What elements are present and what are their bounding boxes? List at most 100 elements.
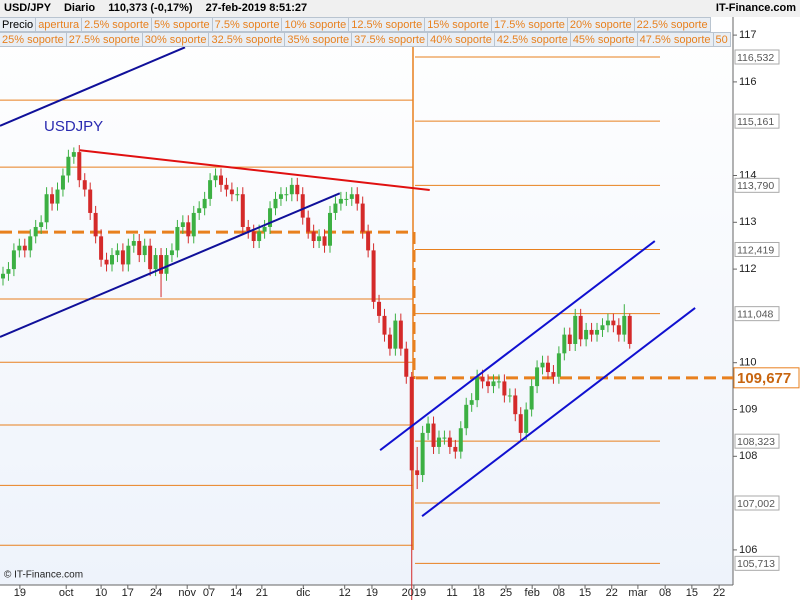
price-label: 105,713 xyxy=(737,558,775,570)
legend-item: 22.5% soporte xyxy=(634,17,711,32)
candle-body xyxy=(333,203,338,213)
candle-body xyxy=(99,236,104,260)
y-tick-label: 106 xyxy=(739,544,757,556)
candle-body xyxy=(513,395,518,415)
candle-body xyxy=(278,194,283,199)
candle-body xyxy=(491,381,496,387)
x-tick-label: oct xyxy=(59,587,74,599)
x-tick-label: 14 xyxy=(230,587,242,599)
legend-item: 35% soporte xyxy=(285,32,353,47)
legend-item: 15% soporte xyxy=(425,17,492,32)
candle-body xyxy=(496,381,501,383)
candle-body xyxy=(600,325,605,330)
candle-body xyxy=(627,315,632,344)
legend-item: 5% soporte xyxy=(152,17,213,32)
y-tick-label: 112 xyxy=(739,263,757,275)
trend-line xyxy=(0,192,341,338)
y-tick-label: 109 xyxy=(739,403,757,415)
candle-body xyxy=(338,198,343,204)
candle-body xyxy=(44,194,49,223)
candle-body xyxy=(208,180,213,199)
x-tick-label: mar xyxy=(628,587,647,599)
candle-body xyxy=(535,367,540,387)
legend-item: 37.5% soporte xyxy=(352,32,429,47)
plot-area xyxy=(0,0,733,585)
candle-body xyxy=(398,320,403,349)
candle-body xyxy=(556,353,561,377)
datetime: 27-feb-2019 8:51:27 xyxy=(205,2,308,14)
candle-body xyxy=(60,175,65,190)
x-tick-label: 17 xyxy=(122,587,134,599)
period: Diario xyxy=(63,2,96,14)
candle-body xyxy=(17,245,22,251)
candle-body xyxy=(366,231,371,251)
candle-body xyxy=(578,315,583,340)
legend-item: 40% soporte xyxy=(428,32,495,47)
y-tick-label: 116 xyxy=(739,76,757,88)
legend-item: 47.5% soporte xyxy=(637,32,714,47)
y-tick-label: 108 xyxy=(739,450,757,462)
candle-body xyxy=(224,184,229,190)
candle-body xyxy=(409,376,414,471)
candle-body xyxy=(120,250,125,265)
x-tick-label: 15 xyxy=(686,587,698,599)
candle-body xyxy=(540,362,545,368)
x-tick-label: 2019 xyxy=(402,587,426,599)
candle-body xyxy=(93,212,98,237)
candle-body xyxy=(142,245,147,256)
price-box xyxy=(734,433,780,449)
candle-body xyxy=(377,301,382,316)
plot xyxy=(0,46,733,600)
candle-body xyxy=(153,255,158,270)
footer: © IT-Finance.com xyxy=(4,570,83,581)
y-tick-label: 110 xyxy=(739,357,757,369)
x-tick-label: 22 xyxy=(713,587,725,599)
candle-body xyxy=(317,236,322,242)
candle-body xyxy=(436,437,441,447)
trend-line xyxy=(379,240,656,452)
candle-body xyxy=(213,175,218,181)
current-box xyxy=(733,367,800,389)
candle-body xyxy=(327,212,332,246)
candle-body xyxy=(551,372,556,377)
candle-body xyxy=(11,250,16,270)
header: USD/JPY Diario 110,373 (-0,17%) 27-feb-2… xyxy=(0,0,800,17)
legend-item: 27.5% soporte xyxy=(66,32,143,47)
candle-body xyxy=(349,194,354,199)
candle-body xyxy=(289,184,294,195)
x-tick-label: 19 xyxy=(14,587,26,599)
candle-body xyxy=(442,437,447,439)
candle-body xyxy=(164,255,169,274)
candle-body xyxy=(240,194,245,227)
price-box xyxy=(734,306,780,322)
legend-item: 45% soporte xyxy=(570,32,638,47)
legend-item: 30% soporte xyxy=(142,32,210,47)
trend-line xyxy=(0,46,186,127)
candle-body xyxy=(426,423,431,433)
candle-body xyxy=(0,273,5,279)
legend-item: 2.5% soporte xyxy=(82,17,152,32)
candle-body xyxy=(469,400,474,405)
legend-item: Precio xyxy=(0,17,37,32)
candle-body xyxy=(137,241,142,256)
x-tick-label: 19 xyxy=(366,587,378,599)
candle-body xyxy=(22,245,27,251)
candle-body xyxy=(486,381,491,387)
x-tick-label: 08 xyxy=(659,587,671,599)
legend-row: Precio apertura 2.5% soporte 5% soporte 7.5%… xyxy=(0,17,733,32)
candle-body xyxy=(616,325,621,335)
price-box xyxy=(734,555,780,571)
candle-body xyxy=(545,362,550,373)
price-label: 112,419 xyxy=(737,244,774,256)
candle-body xyxy=(202,198,207,209)
candle-body xyxy=(589,329,594,335)
candle-body xyxy=(50,194,55,204)
x-tick-label: 12 xyxy=(339,587,351,599)
current-label: 109,677 xyxy=(737,370,791,387)
candle-body xyxy=(284,194,289,196)
candle-body xyxy=(502,381,507,396)
candle-body xyxy=(104,259,109,265)
x-tick-label: dic xyxy=(296,587,311,599)
